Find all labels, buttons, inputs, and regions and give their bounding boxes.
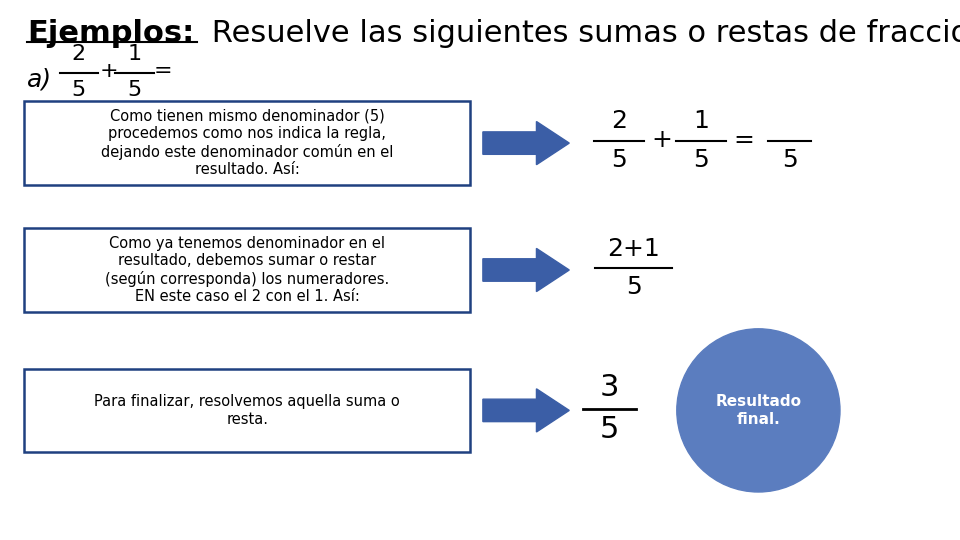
- Text: 5: 5: [72, 80, 85, 100]
- FancyBboxPatch shape: [24, 368, 470, 453]
- Text: 5: 5: [612, 148, 627, 172]
- Text: 5: 5: [128, 80, 141, 100]
- Text: Como tienen mismo denominador (5)
procedemos como nos indica la regla,
dejando e: Como tienen mismo denominador (5) proced…: [101, 109, 394, 177]
- Polygon shape: [483, 248, 569, 292]
- Text: 5: 5: [626, 275, 641, 299]
- Text: =: =: [733, 129, 755, 152]
- Text: Ejemplos:: Ejemplos:: [27, 19, 194, 48]
- FancyBboxPatch shape: [24, 228, 470, 312]
- Text: +: +: [651, 129, 672, 152]
- Text: =: =: [154, 61, 173, 82]
- Text: 2+1: 2+1: [608, 238, 660, 261]
- Text: Como ya tenemos denominador en el
resultado, debemos sumar o restar
(según corre: Como ya tenemos denominador en el result…: [105, 236, 390, 304]
- Ellipse shape: [677, 329, 840, 492]
- Text: +: +: [99, 61, 118, 82]
- Text: 2: 2: [612, 110, 627, 133]
- Text: Resultado
final.: Resultado final.: [715, 394, 802, 427]
- Text: 5: 5: [600, 415, 619, 444]
- Text: 1: 1: [128, 44, 141, 64]
- Text: 1: 1: [693, 110, 708, 133]
- FancyBboxPatch shape: [24, 102, 470, 185]
- Text: 5: 5: [782, 148, 798, 172]
- Text: Para finalizar, resolvemos aquella suma o
resta.: Para finalizar, resolvemos aquella suma …: [94, 394, 400, 427]
- Text: 3: 3: [600, 373, 619, 402]
- Text: 5: 5: [693, 148, 708, 172]
- Text: Resuelve las siguientes sumas o restas de fracciones.: Resuelve las siguientes sumas o restas d…: [202, 19, 960, 48]
- Text: a): a): [27, 68, 52, 91]
- Polygon shape: [483, 389, 569, 432]
- Polygon shape: [483, 122, 569, 165]
- Text: 2: 2: [72, 44, 85, 64]
